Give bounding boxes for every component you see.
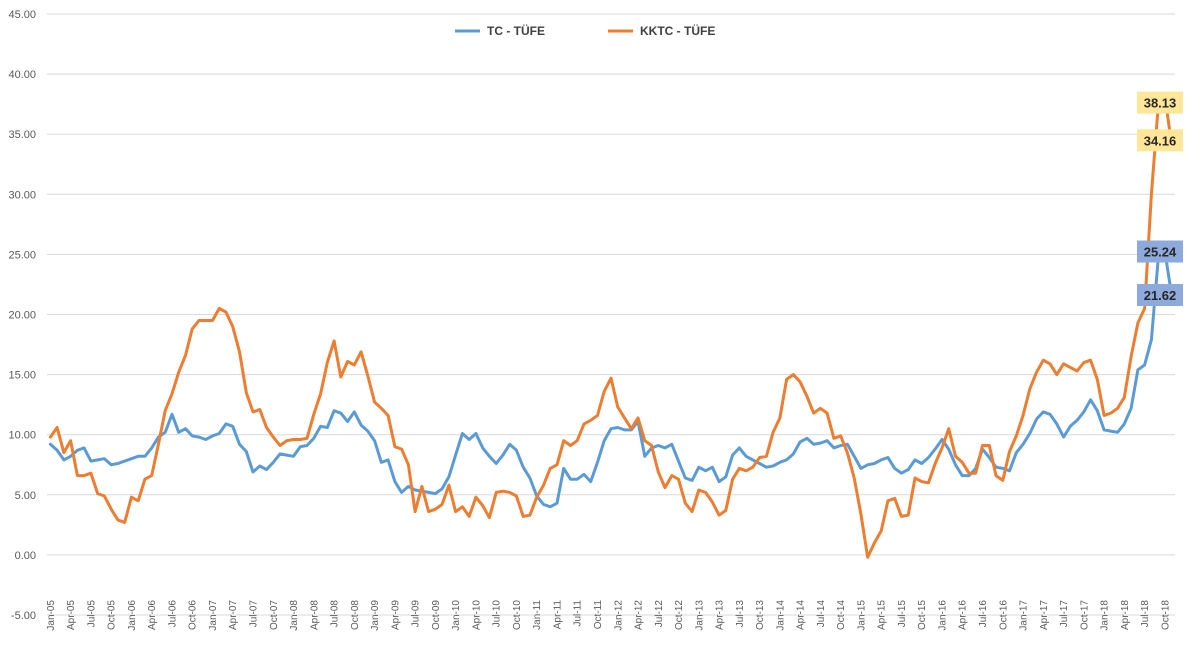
series-line-tc (48, 250, 1174, 509)
data-labels: 38.13 34.16 25.24 21.62 (1137, 91, 1183, 307)
x-tick-label: Oct-14 (836, 600, 847, 630)
series-lines (48, 95, 1174, 559)
x-tick-label: Apr-05 (66, 600, 77, 630)
x-tick-label: Oct-15 (917, 600, 928, 630)
x-tick-label: Jan-14 (775, 600, 786, 631)
x-tick-label: Jan-08 (289, 600, 300, 631)
legend-label-tc: TC - TÜFE (487, 23, 545, 38)
x-tick-label: Apr-06 (147, 600, 158, 630)
x-tick-label: Oct-07 (269, 600, 280, 630)
y-tick-label: 20.00 (8, 310, 36, 322)
x-tick-label: Jan-13 (694, 600, 705, 631)
x-axis-ticks: Jan-05 Apr-05 Jul-05 Oct-05 Jan-06 Apr-06 Jul-… (46, 600, 1171, 631)
data-label: 38.13 (1137, 91, 1183, 114)
y-tick-label: 45.00 (8, 9, 36, 21)
x-tick-label: Oct-05 (107, 600, 118, 630)
x-tick-label: Oct-09 (431, 600, 442, 630)
data-label: 34.16 (1137, 129, 1183, 152)
x-tick-label: Jul-13 (735, 600, 746, 628)
x-tick-label: Apr-11 (552, 600, 563, 630)
x-tick-label: Apr-17 (1039, 600, 1050, 630)
x-tick-label: Jul-07 (249, 600, 260, 628)
x-tick-label: Jul-08 (330, 600, 341, 628)
x-tick-label: Jul-18 (1140, 600, 1151, 628)
data-label-box (1137, 129, 1183, 152)
y-tick-label: -5.00 (11, 610, 36, 622)
x-tick-label: Apr-13 (715, 600, 726, 630)
legend-label-kktc: KKTC - TÜFE (640, 23, 715, 38)
x-tick-label: Jul-12 (654, 600, 665, 628)
x-tick-label: Apr-16 (958, 600, 969, 630)
x-tick-label: Jan-17 (1019, 600, 1030, 631)
x-tick-label: Apr-18 (1120, 600, 1131, 630)
data-label-box (1137, 284, 1183, 307)
data-label: 25.24 (1137, 240, 1183, 263)
y-tick-label: 0.00 (15, 550, 36, 562)
y-tick-label: 5.00 (15, 490, 36, 502)
legend: TC - TÜFE KKTC - TÜFE (455, 23, 715, 38)
y-tick-label: 40.00 (8, 69, 36, 81)
data-label-text: 21.62 (1144, 288, 1177, 303)
data-label: 21.62 (1137, 284, 1183, 307)
x-tick-label: Apr-12 (634, 600, 645, 630)
x-tick-label: Jul-16 (978, 600, 989, 628)
x-tick-label: Jan-06 (127, 600, 138, 631)
y-tick-label: 15.00 (8, 370, 36, 382)
series-line-kktc (48, 95, 1174, 559)
x-tick-label: Apr-08 (309, 600, 320, 630)
data-label-text: 34.16 (1144, 133, 1177, 148)
x-tick-label: Jul-10 (492, 600, 503, 628)
x-tick-label: Oct-12 (674, 600, 685, 630)
x-tick-label: Oct-11 (593, 600, 604, 630)
x-tick-label: Apr-07 (228, 600, 239, 630)
x-tick-label: Oct-10 (512, 600, 523, 630)
x-tick-label: Jan-16 (937, 600, 948, 631)
x-tick-label: Oct-06 (188, 600, 199, 630)
y-tick-label: 30.00 (8, 189, 36, 201)
x-tick-label: Oct-16 (998, 600, 1009, 630)
x-tick-label: Oct-18 (1160, 600, 1171, 630)
y-tick-label: 35.00 (8, 129, 36, 141)
x-tick-label: Jan-10 (451, 600, 462, 631)
gridlines (47, 13, 1175, 616)
x-tick-label: Jan-11 (532, 600, 543, 630)
y-tick-label: 10.00 (8, 430, 36, 442)
x-tick-label: Jul-09 (411, 600, 422, 628)
x-tick-label: Jan-12 (613, 600, 624, 631)
x-tick-label: Jan-09 (370, 600, 381, 631)
data-label-box (1137, 91, 1183, 114)
data-label-text: 38.13 (1144, 96, 1177, 111)
x-tick-label: Jul-17 (1059, 600, 1070, 628)
x-tick-label: Apr-15 (877, 600, 888, 630)
x-tick-label: Oct-17 (1079, 600, 1090, 630)
x-tick-label: Jul-06 (167, 600, 178, 628)
x-tick-label: Apr-10 (471, 600, 482, 630)
y-axis-ticks: -5.00 0.00 5.00 10.00 15.00 20.00 25.00 30.00 35… (8, 9, 36, 622)
x-tick-label: Jul-14 (816, 600, 827, 628)
x-tick-label: Apr-14 (796, 600, 807, 630)
x-tick-label: Jul-15 (897, 600, 908, 628)
y-tick-label: 25.00 (8, 249, 36, 261)
x-tick-label: Jan-15 (856, 600, 867, 631)
x-tick-label: Jan-05 (46, 600, 57, 631)
data-label-text: 25.24 (1144, 245, 1177, 260)
x-tick-label: Apr-09 (390, 600, 401, 630)
x-tick-label: Jan-07 (208, 600, 219, 631)
x-tick-label: Oct-08 (350, 600, 361, 630)
data-label-box (1137, 240, 1183, 263)
x-tick-label: Jul-11 (573, 600, 584, 627)
x-tick-label: Oct-13 (755, 600, 766, 630)
x-tick-label: Jul-05 (86, 600, 97, 628)
x-tick-label: Jan-18 (1100, 600, 1111, 631)
